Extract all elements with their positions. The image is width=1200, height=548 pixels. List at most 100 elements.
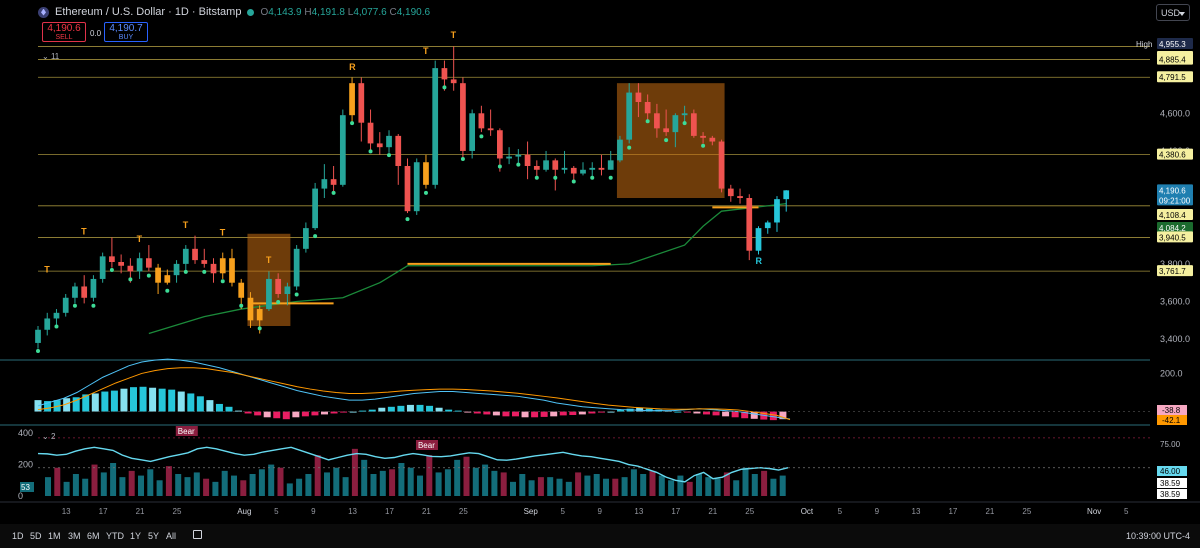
macd-value-label: -38.8 — [1162, 406, 1181, 415]
trend-dot — [701, 143, 706, 148]
volume-bar — [296, 478, 303, 496]
volume-value-label: 75.00 — [1160, 440, 1181, 449]
x-tick-label: 25 — [745, 507, 754, 516]
candle-body — [247, 297, 254, 321]
candle-body — [256, 309, 263, 321]
macd-histogram-bar — [311, 411, 319, 416]
trend-dot — [368, 149, 373, 154]
bear-annotation-label: Bear — [418, 441, 435, 450]
high-label: High — [1136, 40, 1152, 49]
trend-dot — [183, 269, 188, 274]
signal-line — [37, 367, 791, 421]
candle-body — [404, 166, 411, 212]
volume-bar — [314, 455, 321, 496]
candle-body — [589, 167, 596, 170]
buy-button[interactable]: 4,190.7 BUY — [104, 22, 148, 42]
trend-dot — [442, 85, 447, 90]
buy-label: BUY — [118, 34, 134, 41]
volume-bar — [435, 472, 442, 496]
signal-value-label: -42.1 — [1162, 416, 1181, 425]
volume-bar — [184, 477, 191, 496]
macd-line — [37, 358, 791, 420]
macd-histogram-bar — [82, 394, 90, 412]
range-1d[interactable]: 1D — [12, 531, 24, 541]
market-status-icon — [247, 8, 255, 16]
macd-histogram-bar — [426, 405, 434, 412]
signal-marker: T — [220, 228, 226, 238]
candle-body — [219, 258, 226, 274]
candle-body — [173, 263, 180, 276]
trend-dot — [331, 190, 336, 195]
range-6m[interactable]: 6M — [87, 531, 100, 541]
macd-histogram-bar — [464, 411, 472, 413]
range-5d[interactable]: 5D — [30, 531, 42, 541]
candle-body — [90, 278, 97, 298]
candle-body — [497, 130, 503, 159]
indicator-collapse-toggle[interactable]: ⌄ 11 — [42, 52, 59, 61]
macd-histogram-bar — [617, 409, 625, 412]
range-1m[interactable]: 1M — [48, 531, 61, 541]
candle-body — [155, 267, 161, 283]
candle-body — [654, 113, 660, 129]
candle-body — [533, 166, 540, 170]
calendar-icon[interactable] — [193, 530, 202, 539]
macd-histogram-bar — [177, 391, 185, 412]
volume-bar — [603, 478, 609, 496]
trend-dot — [109, 268, 114, 272]
trend-dot — [460, 156, 465, 161]
volume-bar — [528, 480, 535, 496]
macd-histogram-bar — [149, 387, 157, 412]
volume-bar — [668, 480, 675, 496]
currency-select[interactable]: USD — [1156, 4, 1190, 21]
candle-body — [358, 83, 365, 123]
symbol-header: Ethereum / U.S. Dollar · 1D · Bitstamp O… — [38, 6, 430, 18]
price-tag-label: 4,380.6 — [1159, 151, 1186, 160]
candle-body — [367, 122, 374, 144]
trend-dot — [313, 234, 318, 239]
x-tick-label: Oct — [801, 507, 814, 516]
range-5y[interactable]: 5Y — [148, 531, 160, 541]
price-tag — [1157, 148, 1193, 160]
macd-histogram-bar — [703, 411, 710, 415]
macd-histogram-bar — [674, 411, 682, 413]
symbol-title[interactable]: Ethereum / U.S. Dollar · 1D · Bitstamp — [55, 6, 242, 18]
volume-bar — [221, 470, 228, 496]
price-tag-label: 4,885.4 — [1159, 56, 1186, 65]
volume-bar — [45, 477, 51, 496]
x-tick-label: 13 — [634, 507, 643, 516]
sell-label: SELL — [55, 34, 73, 41]
range-all[interactable]: All — [166, 531, 177, 541]
candle-body — [413, 162, 420, 212]
volume-bar — [547, 477, 554, 496]
trend-dot — [220, 279, 225, 284]
candle-body — [737, 196, 743, 198]
x-tick-label: 9 — [311, 507, 316, 516]
ohlc-low: 4,077.6 — [353, 6, 387, 18]
range-1y[interactable]: 1Y — [130, 531, 142, 541]
macd-histogram-bar — [550, 411, 558, 417]
volume-bar — [91, 464, 98, 496]
volume-bar — [779, 475, 786, 496]
volume-bar — [342, 477, 349, 496]
candle-body — [339, 115, 346, 185]
volume-bar — [100, 472, 107, 496]
macd-value-tag — [1157, 405, 1187, 415]
sell-button[interactable]: 4,190.6 SELL — [42, 22, 86, 42]
volume-collapse-toggle[interactable]: ⌄ 2 — [42, 432, 55, 441]
volume-bar — [407, 467, 414, 496]
zone-box — [616, 83, 725, 198]
buy-price: 4,190.7 — [109, 23, 143, 34]
x-tick-label: 21 — [985, 507, 994, 516]
macd-histogram-bar — [597, 411, 605, 413]
candle-body — [580, 169, 586, 174]
range-ytd[interactable]: YTD — [106, 531, 124, 541]
high-value-label: 4,955.3 — [1159, 40, 1186, 49]
volume-bar — [733, 480, 740, 496]
volume-bar — [258, 469, 265, 496]
price-tag — [1157, 222, 1193, 233]
volume-bar — [305, 474, 312, 496]
range-3m[interactable]: 3M — [68, 531, 81, 541]
macd-histogram-bar — [110, 390, 118, 412]
volume-bar — [286, 483, 293, 496]
